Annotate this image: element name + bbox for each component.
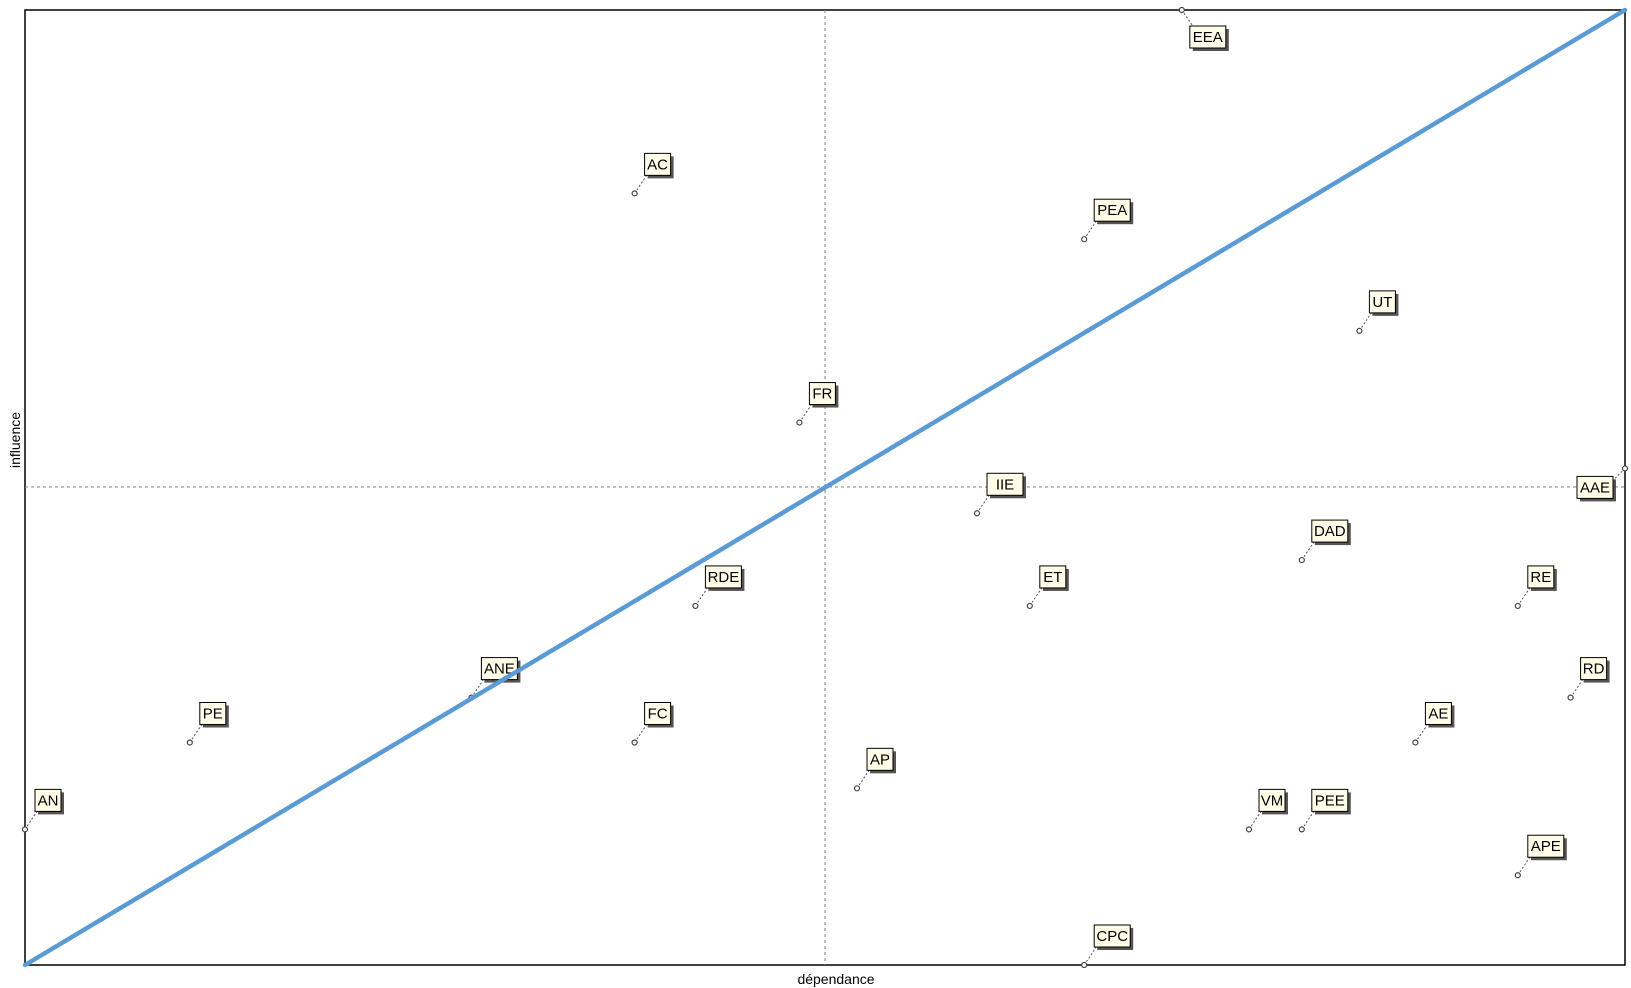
point-marker (631, 739, 638, 746)
point-label: PEA (1097, 202, 1127, 219)
point-label: PEE (1315, 792, 1345, 809)
point-marker (1514, 872, 1521, 879)
point-label: FR (812, 386, 832, 403)
label-box (644, 152, 672, 176)
point-marker (1081, 236, 1088, 243)
point-marker (1298, 826, 1305, 833)
point-marker (1298, 556, 1305, 564)
point-label: AP (870, 751, 890, 768)
label-box (1311, 519, 1349, 543)
point-marker (692, 602, 699, 610)
point-marker (1621, 465, 1629, 472)
diagonal-line (22, 7, 1628, 968)
point-pee: PEE (1298, 788, 1351, 833)
point-marker (1567, 694, 1574, 701)
label-box (808, 382, 836, 406)
label-box (1424, 701, 1452, 725)
point-marker (1178, 6, 1185, 14)
point-eea: EEA (1178, 6, 1229, 51)
point-an: AN (21, 788, 64, 833)
point-marker (1412, 739, 1419, 746)
label-box (1580, 657, 1608, 681)
point-marker (1026, 602, 1033, 610)
point-ac: AC (631, 152, 674, 197)
point-marker (973, 510, 981, 517)
point-marker (796, 419, 803, 426)
label-box (1311, 788, 1349, 812)
point-marker (853, 785, 861, 792)
point-label: CPC (1096, 928, 1128, 945)
label-box (1093, 924, 1131, 948)
point-ae: AE (1412, 701, 1455, 746)
label-box (644, 701, 672, 725)
point-marker (186, 739, 193, 746)
point-aae: AAE (1576, 465, 1629, 502)
point-marker (1081, 961, 1088, 969)
point-marker (21, 826, 29, 833)
point-label: RDE (708, 569, 740, 586)
point-ut: UT (1356, 290, 1399, 334)
label-box (1039, 565, 1067, 589)
point-label: AN (38, 792, 59, 809)
point-rde: RDE (692, 565, 745, 610)
point-marker (631, 190, 638, 197)
point-et: ET (1026, 565, 1069, 610)
point-ape: APE (1514, 834, 1567, 879)
x-axis-title: dépendance (797, 971, 874, 987)
point-label: VM (1261, 792, 1284, 809)
label-box (1527, 565, 1555, 589)
label-box (1189, 25, 1227, 49)
label-box (1576, 475, 1614, 499)
label-box (1368, 290, 1396, 314)
points-layer: EEA AC PEA UT FR IIE AAE DAD RDE ET RE ANE RD PE FC AE A… (21, 6, 1629, 969)
point-label: AAE (1580, 479, 1610, 496)
label-box (34, 788, 62, 812)
label-box (1093, 198, 1131, 222)
point-cpc: CPC (1081, 924, 1134, 969)
y-axis-title: influence (7, 412, 23, 468)
label-box (986, 472, 1024, 496)
point-label: ET (1043, 569, 1062, 586)
point-label: UT (1372, 294, 1392, 311)
label-box (704, 565, 742, 589)
point-pe: PE (186, 701, 229, 746)
point-label: EEA (1193, 29, 1223, 46)
point-label: AE (1428, 705, 1448, 722)
point-label: RE (1530, 569, 1551, 586)
point-label: FC (648, 705, 668, 722)
label-box (1527, 834, 1565, 858)
point-pea: PEA (1081, 198, 1134, 243)
point-rd: RD (1567, 657, 1610, 701)
point-label: IIE (996, 476, 1014, 493)
point-re: RE (1514, 565, 1557, 610)
point-label: ANE (484, 661, 515, 678)
point-label: APE (1531, 838, 1561, 855)
point-label: AC (647, 156, 668, 173)
point-marker (1514, 602, 1521, 610)
point-vm: VM (1245, 788, 1288, 833)
point-leader (1612, 468, 1626, 481)
point-marker (1245, 826, 1253, 833)
label-box (1258, 788, 1286, 812)
point-marker (1356, 327, 1363, 334)
point-iie: IIE (973, 472, 1026, 517)
point-label: PE (203, 705, 223, 722)
point-label: RD (1583, 661, 1605, 678)
label-box (199, 701, 227, 725)
point-label: DAD (1314, 523, 1346, 540)
point-fc: FC (631, 701, 674, 746)
point-dad: DAD (1298, 519, 1351, 564)
point-fr: FR (796, 382, 839, 426)
point-ap: AP (853, 747, 896, 792)
point-leader (1181, 9, 1194, 27)
label-box (866, 747, 894, 771)
